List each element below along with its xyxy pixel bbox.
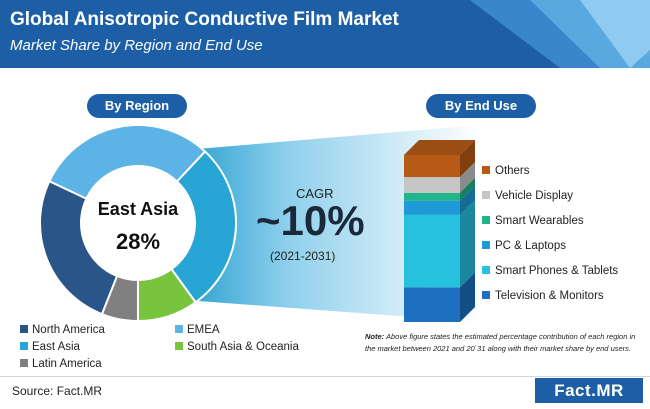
donut-center-value: 28% (115, 229, 161, 254)
bar-segment-others (404, 155, 460, 178)
legend-swatch (482, 166, 490, 174)
bar-segment-smart-wearables (404, 192, 460, 201)
legend-swatch (482, 266, 490, 274)
factmr-logo: Fact.MR (535, 378, 643, 403)
footnote: Note: Above figure states the estimated … (365, 331, 647, 355)
region-pill: By Region (87, 94, 187, 118)
enduse-legend-television-monitors: Television & Monitors (482, 290, 604, 302)
bar-segment-side-smart-wearables (460, 177, 475, 201)
bar-segment-pc-laptops (404, 200, 460, 215)
source-text: Source: Fact.MR (12, 384, 103, 398)
enduse-legend-smart-wearables: Smart Wearables (482, 215, 584, 227)
bar-segment-side-television-monitors (460, 272, 475, 322)
legend-swatch (482, 291, 490, 299)
enduse-legend-pc-laptops: PC & Laptops (482, 240, 566, 252)
bar-segment-side-others (460, 140, 475, 178)
legend-item-emea: EMEA (175, 324, 220, 336)
bar-top-face (404, 140, 475, 155)
bar-segment-side-vehicle-display (460, 162, 475, 193)
bar-segment-side-pc-laptops (460, 185, 475, 215)
footnote-prefix: Note: (365, 332, 385, 341)
footnote-text: Above figure states the estimated percen… (365, 332, 636, 353)
legend-item-north-america: North America (20, 324, 105, 336)
bar-segment-side-smart-phones-tablets (460, 199, 475, 288)
legend-swatch (175, 325, 183, 333)
enduse-legend-others: Others (482, 165, 530, 177)
legend-swatch (175, 342, 183, 350)
header-background (0, 0, 650, 68)
legend-swatch (482, 216, 490, 224)
region-donut (39, 124, 237, 323)
legend-swatch (20, 325, 28, 333)
footer-divider (0, 376, 650, 377)
legend-swatch (20, 359, 28, 367)
bar-segment-television-monitors (404, 287, 460, 322)
enduse-legend-smart-phones-tablets: Smart Phones & Tablets (482, 265, 618, 277)
enduse-pill: By End Use (426, 94, 536, 118)
enduse-stacked-bar (404, 140, 475, 322)
legend-item-latin-america: Latin America (20, 358, 102, 370)
header-banner: Global Anisotropic Conductive Film Marke… (0, 0, 650, 68)
enduse-legend-vehicle-display: Vehicle Display (482, 190, 573, 202)
legend-item-south-asia-oceania: South Asia & Oceania (175, 341, 299, 353)
legend-swatch (482, 241, 490, 249)
page-title: Global Anisotropic Conductive Film Marke… (10, 9, 399, 30)
page-subtitle: Market Share by Region and End Use (10, 37, 263, 54)
cagr-value: ~10% (256, 197, 365, 244)
cagr-period: (2021-2031) (270, 249, 336, 263)
donut-center-name: East Asia (97, 199, 179, 219)
donut-center (81, 166, 195, 280)
bar-segment-smart-phones-tablets (404, 214, 460, 288)
legend-swatch (20, 342, 28, 350)
legend-swatch (482, 191, 490, 199)
legend-item-east-asia: East Asia (20, 341, 80, 353)
cagr-label: CAGR (296, 186, 334, 201)
bar-segment-vehicle-display (404, 177, 460, 193)
